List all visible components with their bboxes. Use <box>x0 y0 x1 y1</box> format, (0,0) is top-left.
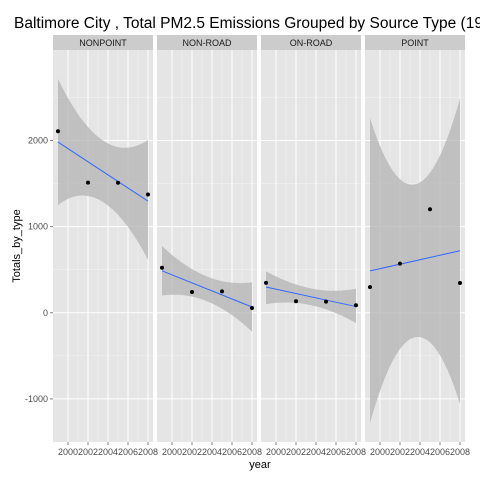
x-axis-title: year <box>249 459 271 471</box>
y-tick-label: -1000 <box>25 394 48 404</box>
facet-strip <box>53 35 153 50</box>
panel-background <box>157 50 257 442</box>
panel-background <box>261 50 361 442</box>
data-point <box>398 261 402 266</box>
facet-strip-label: NONPOINT <box>79 38 127 48</box>
x-tick-label: 2006 <box>118 447 138 457</box>
x-tick-label: 2008 <box>242 447 262 457</box>
x-tick-label: 2008 <box>450 447 470 457</box>
facet-strip-label: ON-ROAD <box>290 38 333 48</box>
x-tick-label: 2002 <box>78 447 98 457</box>
data-point <box>190 290 194 295</box>
data-point <box>116 180 120 185</box>
x-tick-label: 2008 <box>346 447 366 457</box>
x-tick-label: 2000 <box>370 447 390 457</box>
chart-title: Baltimore City , Total PM2.5 Emissions G… <box>14 15 480 32</box>
x-tick-label: 2004 <box>410 447 430 457</box>
x-tick-label: 2004 <box>98 447 118 457</box>
facet-panel: ON-ROAD 2000 2002 2004 2006 2008 <box>261 35 366 457</box>
x-tick-label: 2006 <box>326 447 346 457</box>
x-tick-label: 2008 <box>138 447 158 457</box>
y-tick-label: 1000 <box>28 222 48 232</box>
y-tick-label: 0 <box>43 308 48 318</box>
data-point <box>458 281 462 286</box>
data-point <box>428 207 432 212</box>
x-tick-label: 2000 <box>266 447 286 457</box>
facet-strip <box>157 35 257 50</box>
x-tick-label: 2006 <box>222 447 242 457</box>
facet-strip-label: POINT <box>401 38 429 48</box>
x-tick-label: 2000 <box>58 447 78 457</box>
facet-panel: NON-ROAD 2000 2002 2004 2006 2008 <box>157 35 262 457</box>
data-point <box>160 265 164 270</box>
x-tick-label: 2000 <box>162 447 182 457</box>
facet-panel: NONPOINT 2000 2002 2004 2006 2008 <box>53 35 158 457</box>
y-axis-title: Totals_by_type <box>11 209 23 282</box>
data-point <box>324 299 328 304</box>
facet-panel: POINT 2000 2002 2004 2006 2008 <box>365 35 470 457</box>
data-point <box>264 280 268 285</box>
trend-line <box>265 286 357 308</box>
trend-line <box>369 250 461 272</box>
confidence-band <box>58 78 148 260</box>
data-point <box>368 285 372 290</box>
data-point <box>56 129 60 134</box>
trend-line <box>161 270 253 308</box>
data-point <box>250 306 254 311</box>
x-tick-label: 2002 <box>182 447 202 457</box>
y-tick-label: 2000 <box>28 135 48 145</box>
trend-line <box>57 141 149 202</box>
data-point <box>220 289 224 294</box>
x-tick-label: 2004 <box>306 447 326 457</box>
facet-strip <box>365 35 465 50</box>
x-tick-label: 2004 <box>202 447 222 457</box>
x-tick-label: 2002 <box>286 447 306 457</box>
x-tick-label: 2006 <box>430 447 450 457</box>
data-point <box>294 299 298 304</box>
facet-strip <box>261 35 361 50</box>
data-point <box>354 303 358 308</box>
data-point <box>86 180 90 185</box>
x-tick-label: 2002 <box>390 447 410 457</box>
facet-strip-label: NON-ROAD <box>183 38 232 48</box>
data-point <box>146 192 150 197</box>
